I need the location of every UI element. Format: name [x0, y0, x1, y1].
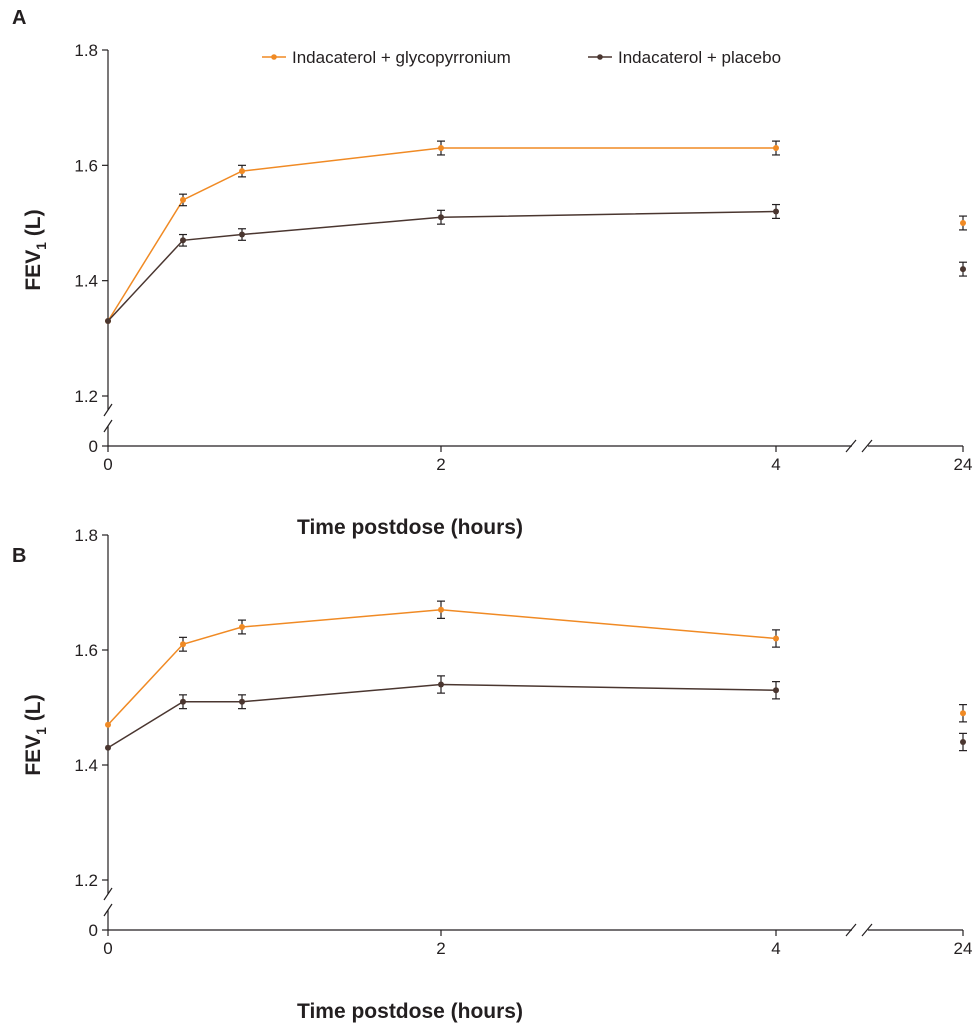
x-tick-label: 0: [103, 939, 112, 958]
legend-marker-series-2: [597, 54, 603, 60]
panel-b-label: B: [12, 545, 26, 567]
y-tick-label: 1.2: [74, 387, 98, 406]
legend: Indacaterol + glycopyrronium Indacaterol…: [262, 48, 781, 67]
panel-b-y-axis-title-unit: (L): [22, 694, 45, 727]
panel-b-chart: Time postdose (hours) FEV1 (L) 0 1.2 1.4 1.…: [22, 526, 972, 1023]
series-line-2: [107, 683, 777, 749]
y-tick-label: 0: [89, 437, 98, 456]
panel-a-y-axis-title-sub: 1: [33, 242, 49, 250]
y-tick-label: 1.8: [74, 526, 98, 545]
panel-a-y-axis-title-main: FEV: [22, 250, 45, 291]
panel-b-y-axis-title-sub: 1: [33, 727, 49, 735]
data-point-series-1: [960, 710, 966, 717]
panel-a-chart: Time postdose (hours) FEV1 (L) 0 1.2 1.4 1.…: [22, 41, 972, 539]
data-point-series-2: [438, 214, 444, 221]
y-axis-break-mark: [103, 403, 113, 417]
data-point-series-2: [180, 698, 186, 705]
x-tick-label: 0: [103, 455, 112, 474]
data-point-series-1: [773, 145, 779, 152]
panel-a-y-axis-title: FEV1 (L): [22, 209, 49, 290]
data-point-series-2: [773, 687, 779, 694]
data-point-series-2: [180, 237, 186, 244]
y-axis-break-mark: [103, 419, 113, 433]
x-axis-break-mark: [845, 923, 857, 937]
data-point-series-2: [105, 318, 111, 325]
panel-a-x-axis-title: Time postdose (hours): [297, 516, 523, 539]
data-point-series-1: [239, 168, 245, 175]
data-point-series-1: [438, 145, 444, 152]
data-point-series-2: [773, 208, 779, 215]
legend-label-series-2: Indacaterol + placebo: [618, 48, 781, 67]
data-point-series-2: [239, 231, 245, 238]
legend-label-series-1: Indacaterol + glycopyrronium: [292, 48, 511, 67]
data-point-series-2: [438, 681, 444, 688]
panel-b-x-axis-title: Time postdose (hours): [297, 1000, 523, 1023]
data-point-series-1: [105, 721, 111, 728]
legend-marker-series-1: [271, 54, 277, 60]
series-line-1: [107, 147, 776, 322]
x-axis-break-mark: [861, 923, 873, 937]
y-tick-label: 1.2: [74, 871, 98, 890]
panel-b-y-axis-title: FEV1 (L): [22, 694, 49, 775]
data-point-series-1: [239, 624, 245, 630]
data-point-series-2: [105, 744, 111, 751]
panel-b-y-axis-title-main: FEV: [22, 735, 45, 776]
y-tick-label: 1.4: [74, 272, 98, 291]
x-tick-label: 4: [771, 455, 780, 474]
data-point-series-1: [438, 606, 444, 613]
data-point-series-2: [960, 739, 966, 745]
x-tick-label: 24: [954, 939, 973, 958]
x-axis-break-mark: [845, 439, 857, 453]
data-point-series-1: [180, 641, 186, 648]
data-point-series-1: [180, 196, 186, 203]
series-line-2: [107, 210, 777, 322]
x-tick-label: 24: [954, 455, 973, 474]
y-axis-break-mark: [103, 903, 113, 917]
x-tick-label: 2: [436, 939, 445, 958]
panel-a-label: A: [12, 7, 26, 29]
y-tick-label: 1.4: [74, 756, 98, 775]
panel-a-y-axis-title-unit: (L): [22, 209, 45, 242]
y-tick-label: 1.8: [74, 41, 98, 60]
x-tick-label: 4: [771, 939, 780, 958]
data-point-series-1: [960, 220, 966, 226]
y-tick-label: 1.6: [74, 156, 98, 175]
series-line-1: [107, 608, 777, 726]
data-point-series-2: [960, 266, 966, 273]
data-point-series-1: [773, 635, 779, 642]
y-tick-label: 1.6: [74, 641, 98, 660]
y-axis-break-mark: [103, 887, 113, 901]
data-point-series-2: [239, 698, 245, 705]
y-tick-label: 0: [89, 921, 98, 940]
x-tick-label: 2: [436, 455, 445, 474]
x-axis-break-mark: [861, 439, 873, 453]
